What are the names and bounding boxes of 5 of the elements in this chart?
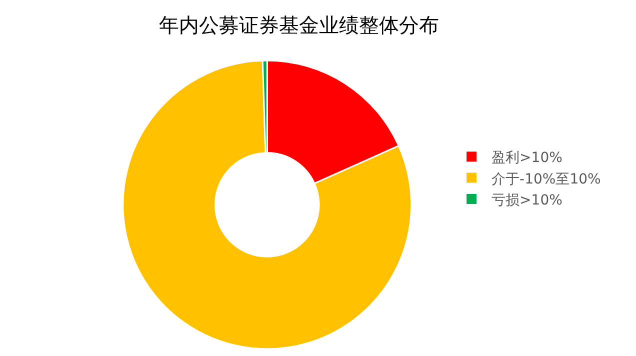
legend-label: 亏损>10%: [492, 192, 562, 208]
legend-label: 介于-10%至10%: [492, 171, 601, 188]
donut-slice: [122, 60, 412, 350]
chart-title: 年内公募证券基金业绩整体分布: [158, 12, 439, 37]
legend-label: 盈利>10%: [492, 150, 562, 166]
